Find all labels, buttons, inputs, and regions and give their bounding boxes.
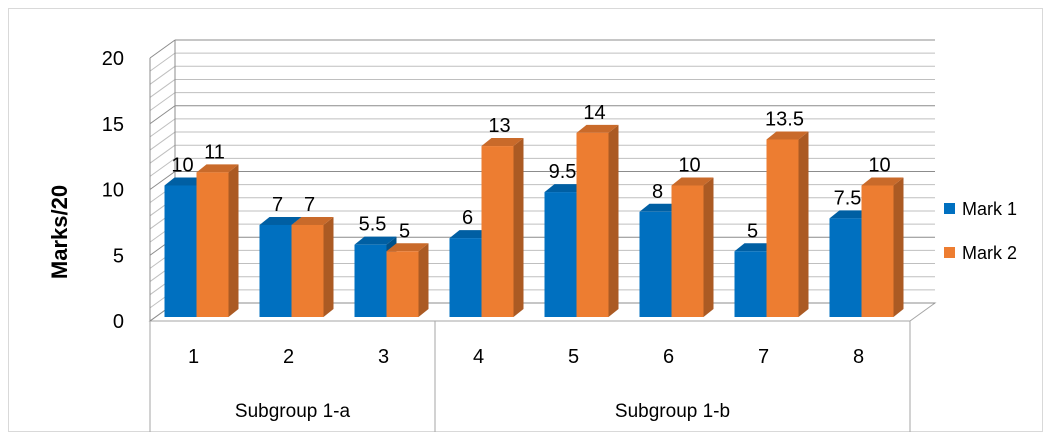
x-tick-label: 8	[853, 346, 864, 368]
bar-top	[354, 236, 397, 245]
label-layer: 10 11 7 7 5.5 5 6 13 9.5 14 8 10 5 13.5 7.5 10	[171, 102, 890, 242]
side-gridline	[149, 52, 176, 72]
bar-mark-2-6	[671, 185, 704, 317]
bar-mark-2-8	[861, 185, 894, 317]
x-tick-label: 7	[758, 346, 769, 368]
bar-side	[228, 164, 239, 317]
side-gridline	[149, 79, 176, 98]
bar-mark-2-1	[196, 172, 229, 317]
bar-mark-1-2	[259, 224, 292, 317]
data-label: 7	[272, 194, 283, 216]
legend-swatch-mark-1	[944, 203, 955, 214]
bar-mark-1-3	[354, 244, 387, 317]
bar-top	[829, 210, 872, 219]
side-gridline	[149, 65, 176, 85]
y-axis-title: Marks/20	[47, 185, 72, 279]
y-tick-label: 20	[102, 48, 124, 70]
bar-top	[386, 243, 429, 252]
bar-top	[544, 184, 587, 193]
side-gridline	[149, 105, 176, 125]
x-tick-label: 2	[283, 346, 294, 368]
data-label: 5	[747, 220, 758, 242]
bar-side	[703, 177, 714, 317]
data-label: 10	[678, 155, 700, 177]
data-label: 5	[399, 220, 410, 242]
side-gridline	[149, 157, 176, 177]
bar-mark-1-1	[164, 185, 197, 317]
data-label: 9.5	[549, 161, 577, 183]
axis-layer: 0 5 10 15 20 1 2 3 4 5 6 7 8 Subgroup 1-a Subgroup 1-b	[102, 48, 911, 432]
data-label: 10	[868, 155, 890, 177]
side-gridline	[149, 92, 176, 112]
data-label: 14	[583, 102, 605, 124]
bar-top	[291, 216, 334, 225]
side-gridline	[149, 118, 176, 138]
bar-mark-1-5	[544, 192, 577, 317]
bar-side	[323, 216, 334, 317]
bar-layer	[164, 124, 904, 318]
bar-side	[608, 124, 619, 318]
legend-label-mark-2: Mark 2	[962, 243, 1017, 263]
bar-mark-1-8	[829, 218, 862, 317]
x-tick-label: 4	[473, 346, 484, 368]
data-label: 11	[204, 141, 225, 163]
x-tick-label: 5	[568, 346, 579, 368]
bar-top	[671, 177, 714, 186]
legend: Mark 1 Mark 2	[944, 199, 1017, 263]
y-tick-label: 5	[113, 245, 124, 267]
data-label: 7	[304, 194, 315, 216]
bar-top	[576, 124, 619, 133]
bar-side	[798, 131, 809, 317]
bar-top	[861, 177, 904, 186]
data-label: 6	[462, 207, 473, 229]
bar-side	[418, 243, 429, 317]
data-label: 10	[171, 155, 193, 177]
y-tick-label: 15	[102, 114, 124, 136]
bar-top	[766, 131, 809, 140]
data-label: 13	[488, 115, 510, 137]
bar-side	[513, 138, 524, 317]
bar-top	[639, 203, 682, 212]
side-gridline	[149, 171, 176, 190]
bar-top	[449, 230, 492, 239]
x-tick-label: 1	[188, 346, 199, 368]
bar-mark-2-5	[576, 132, 609, 317]
legend-label-mark-1: Mark 1	[962, 199, 1017, 219]
data-label: 7.5	[834, 187, 862, 209]
bar-top	[481, 138, 524, 147]
data-label: 13.5	[765, 108, 804, 130]
bar-mark-2-7	[766, 139, 799, 317]
bar-top	[734, 243, 777, 252]
bar-mark-1-6	[639, 211, 672, 317]
bar-mark-2-2	[291, 224, 324, 317]
legend-swatch-mark-2	[944, 247, 955, 258]
bar-mark-2-4	[481, 146, 514, 317]
data-label: 8	[652, 181, 663, 203]
bar-top	[196, 164, 239, 173]
side-gridline	[149, 144, 176, 164]
bar-mark-1-4	[449, 238, 482, 317]
y-tick-label: 0	[113, 311, 124, 333]
bar-side	[893, 177, 904, 317]
bar-mark-2-3	[386, 251, 419, 317]
bar-top	[164, 177, 207, 186]
bar-mark-1-7	[734, 251, 767, 317]
x-tick-label: 3	[378, 346, 389, 368]
side-gridline	[149, 131, 176, 151]
x-tick-label: 6	[663, 346, 674, 368]
group-label: Subgroup 1-b	[615, 401, 730, 422]
group-label: Subgroup 1-a	[235, 401, 351, 422]
side-gridline	[149, 39, 176, 59]
data-label: 5.5	[359, 214, 387, 236]
y-tick-label: 10	[102, 180, 124, 202]
bar-top	[259, 216, 302, 225]
